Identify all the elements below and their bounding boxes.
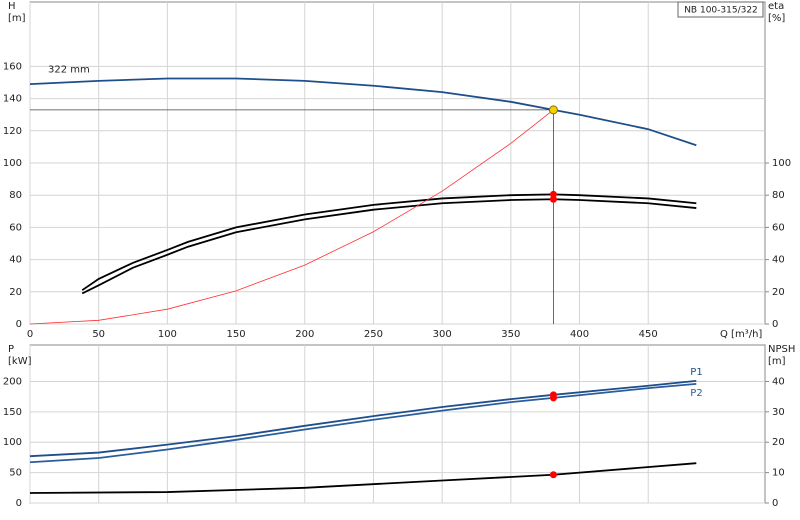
curve (29, 109, 554, 325)
curve (29, 77, 697, 147)
y-tick-label: 0 (16, 319, 22, 330)
duty-point (549, 394, 557, 402)
y-tick-label: 40 (9, 255, 22, 266)
y-tick-label: 100 (3, 158, 22, 169)
x-tick-label: 300 (433, 329, 452, 340)
y2-axis-unit: [%] (768, 13, 785, 24)
y-tick-label: 100 (3, 437, 22, 448)
y2-tick-label: 40 (772, 376, 785, 387)
y2-tick-label: 60 (772, 222, 785, 233)
y2-tick-label: 100 (772, 158, 791, 169)
x-tick-label: 350 (501, 329, 520, 340)
curve (29, 379, 697, 458)
operating-point (548, 105, 558, 115)
y2-tick-label: 30 (772, 407, 785, 418)
x-tick-label: 100 (158, 329, 177, 340)
y-tick-label: 60 (9, 222, 22, 233)
y-axis-unit: [m] (8, 13, 26, 24)
y-axis-label: H (8, 1, 16, 12)
y2-tick-label: 40 (772, 255, 785, 266)
y-tick-label: 80 (9, 190, 22, 201)
y-tick-label: 200 (3, 376, 22, 387)
y2-tick-label: 20 (772, 287, 785, 298)
y2-tick-label: 10 (772, 468, 785, 479)
y2-axis-label: eta (768, 1, 784, 12)
y2-axis-unit: [m] (768, 356, 786, 367)
x-tick-label: 250 (364, 329, 383, 340)
y2-tick-label: 80 (772, 190, 785, 201)
y-tick-label: 20 (9, 287, 22, 298)
x-axis-label: Q [m³/h] (720, 329, 762, 340)
curve (29, 382, 697, 464)
curve-label: P2 (690, 388, 702, 399)
x-tick-label: 200 (295, 329, 314, 340)
curve (81, 198, 697, 295)
y-tick-label: 150 (3, 407, 22, 418)
x-tick-label: 50 (92, 329, 105, 340)
y-tick-label: 160 (3, 61, 22, 72)
curve-annotation: 322 mm (48, 65, 90, 76)
y-axis-unit: [kW] (8, 356, 32, 367)
curve (81, 193, 697, 291)
y-tick-label: 140 (3, 94, 22, 105)
y-tick-label: 50 (9, 468, 22, 479)
y2-tick-label: 20 (772, 437, 785, 448)
y2-tick-label: 0 (772, 319, 778, 330)
y-tick-label: 120 (3, 126, 22, 137)
curve-label: P1 (690, 367, 702, 378)
duty-point (549, 471, 557, 479)
duty-point (549, 190, 557, 198)
y2-tick-label: 0 (772, 498, 778, 509)
plot-frame (29, 344, 766, 504)
curve (29, 462, 697, 494)
y-axis-label: P (8, 344, 14, 355)
x-tick-label: 450 (639, 329, 658, 340)
x-tick-label: 0 (27, 329, 33, 340)
x-tick-label: 150 (227, 329, 246, 340)
y2-axis-label: NPSH (768, 344, 795, 355)
x-tick-label: 400 (570, 329, 589, 340)
duty-point (549, 195, 557, 203)
y-tick-label: 0 (16, 498, 22, 509)
title-box (677, 1, 764, 18)
chart-title: NB 100-315/322 (684, 6, 758, 16)
